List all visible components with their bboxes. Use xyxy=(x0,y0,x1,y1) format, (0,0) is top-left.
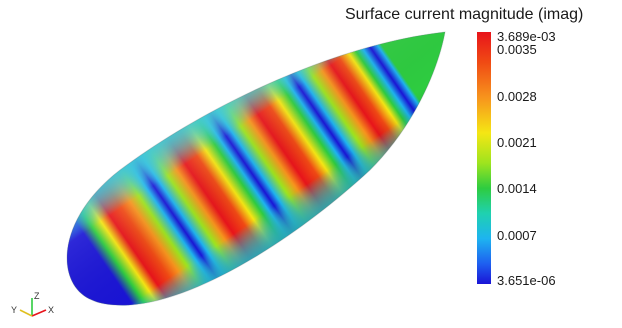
colorbar-scale xyxy=(477,32,491,284)
colorbar-tick-label: 0.0021 xyxy=(497,135,537,150)
axis-label-x: X xyxy=(48,305,54,315)
orientation-axes: Z X Y xyxy=(11,291,54,317)
ellipsoid-outline xyxy=(66,31,446,306)
colorbar-tick-label: 0.0014 xyxy=(497,181,537,196)
colorbar-min-label: 3.651e-06 xyxy=(497,273,556,288)
colorbar-tick-label: 0.0035 xyxy=(497,42,537,57)
ellipsoid-surface xyxy=(67,32,446,306)
axis-label-y: Y xyxy=(11,305,17,315)
axis-label-z: Z xyxy=(34,291,40,301)
colorbar-max-label: 3.689e-03 xyxy=(497,29,556,44)
colorbar-tick-label: 0.0028 xyxy=(497,89,537,104)
colorbar-title: Surface current magnitude (imag) xyxy=(345,6,584,23)
colorbar-tick-label: 0.0007 xyxy=(497,228,537,243)
